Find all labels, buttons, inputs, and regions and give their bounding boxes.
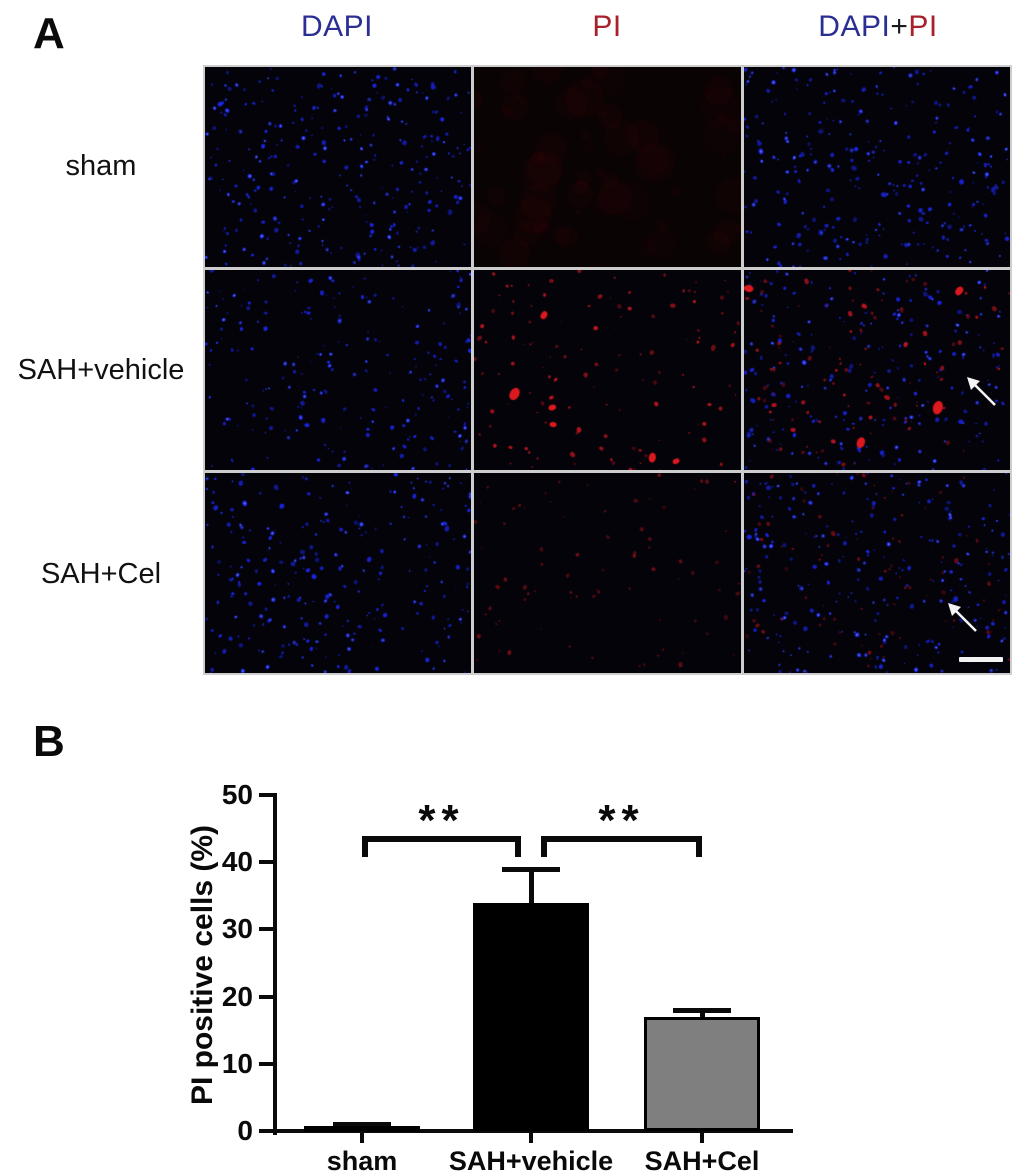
micrograph-cel-pi — [474, 473, 741, 673]
significance-bracket — [362, 836, 521, 842]
error-bar-line — [529, 868, 534, 903]
significance-label: ** — [598, 796, 645, 845]
x-tick — [700, 1131, 704, 1143]
significance-bracket — [541, 836, 702, 842]
x-tick — [529, 1131, 533, 1143]
micrograph-vehicle-merge — [743, 270, 1010, 470]
x-tick — [360, 1131, 364, 1143]
y-tick-label: 40 — [221, 846, 253, 878]
y-tick — [259, 860, 273, 865]
micrograph-canvas — [205, 67, 472, 267]
y-tick-label: 30 — [221, 913, 253, 945]
significance-bracket — [541, 836, 547, 857]
significance-label: ** — [418, 796, 465, 845]
significance-bracket — [696, 836, 702, 857]
micrograph-canvas — [205, 473, 472, 673]
micrograph-vehicle-pi — [474, 270, 741, 470]
column-header-pi-text: PI — [592, 10, 622, 43]
y-tick — [259, 1129, 273, 1133]
column-header-dapi: DAPI — [203, 10, 471, 44]
x-tick-label: SAH+Cel — [644, 1146, 760, 1174]
micrograph-canvas — [205, 270, 472, 470]
row-label-sah-cel: SAH+Cel — [40, 558, 162, 590]
error-bar-cap — [502, 866, 560, 872]
y-tick — [259, 1061, 273, 1066]
micrograph-canvas — [474, 67, 741, 267]
y-tick — [259, 793, 273, 797]
y-tick-label: 0 — [237, 1115, 253, 1146]
micrograph-sham-pi — [474, 67, 741, 267]
panel-b-label: B — [33, 717, 65, 766]
micrograph-canvas — [743, 473, 1010, 673]
column-header-dapi-pi-part2: + — [890, 10, 909, 43]
y-tick — [259, 927, 273, 932]
bar-sah-cel — [644, 1016, 760, 1131]
significance-bracket — [515, 836, 521, 857]
column-header-dapi-text: DAPI — [300, 10, 374, 43]
significance-bracket — [362, 836, 368, 857]
y-tick — [259, 994, 273, 999]
error-bar-line — [700, 1010, 705, 1017]
error-bar-cap — [673, 1008, 731, 1014]
bar-sah-vehicle — [473, 902, 589, 1131]
y-tick-label: 10 — [221, 1047, 253, 1079]
y-tick-label: 20 — [221, 980, 253, 1012]
x-tick-label: SAH+vehicle — [448, 1146, 614, 1174]
micrograph-vehicle-dapi — [205, 270, 472, 470]
micrograph-canvas — [743, 270, 1010, 470]
row-label-sah-vehicle: SAH+vehicle — [17, 354, 185, 386]
scale-bar — [958, 657, 1003, 662]
x-tick-label: sham — [326, 1146, 398, 1174]
micrograph-cel-dapi — [205, 473, 472, 673]
column-header-pi: PI — [473, 10, 741, 44]
micrograph-cel-merge — [743, 473, 1010, 673]
micrograph-canvas — [474, 270, 741, 470]
microscopy-grid — [203, 65, 1012, 675]
column-header-dapi-pi: DAPI+PI — [744, 10, 1012, 44]
micrograph-sham-merge — [743, 67, 1010, 267]
x-axis — [273, 1129, 793, 1133]
column-header-dapi-pi-part3: PI — [908, 10, 938, 43]
y-axis — [273, 793, 277, 1135]
error-bar-cap — [333, 1122, 391, 1128]
column-header-dapi-pi-part1: DAPI — [818, 10, 891, 43]
bar-sham — [304, 1126, 420, 1133]
row-label-sham: sham — [65, 150, 137, 182]
y-axis-label: PI positive cells (%) — [186, 824, 219, 1106]
panel-a-label: A — [33, 9, 65, 58]
micrograph-canvas — [743, 67, 1010, 267]
micrograph-sham-dapi — [205, 67, 472, 267]
micrograph-canvas — [474, 473, 741, 673]
y-tick-label: 50 — [221, 779, 253, 810]
